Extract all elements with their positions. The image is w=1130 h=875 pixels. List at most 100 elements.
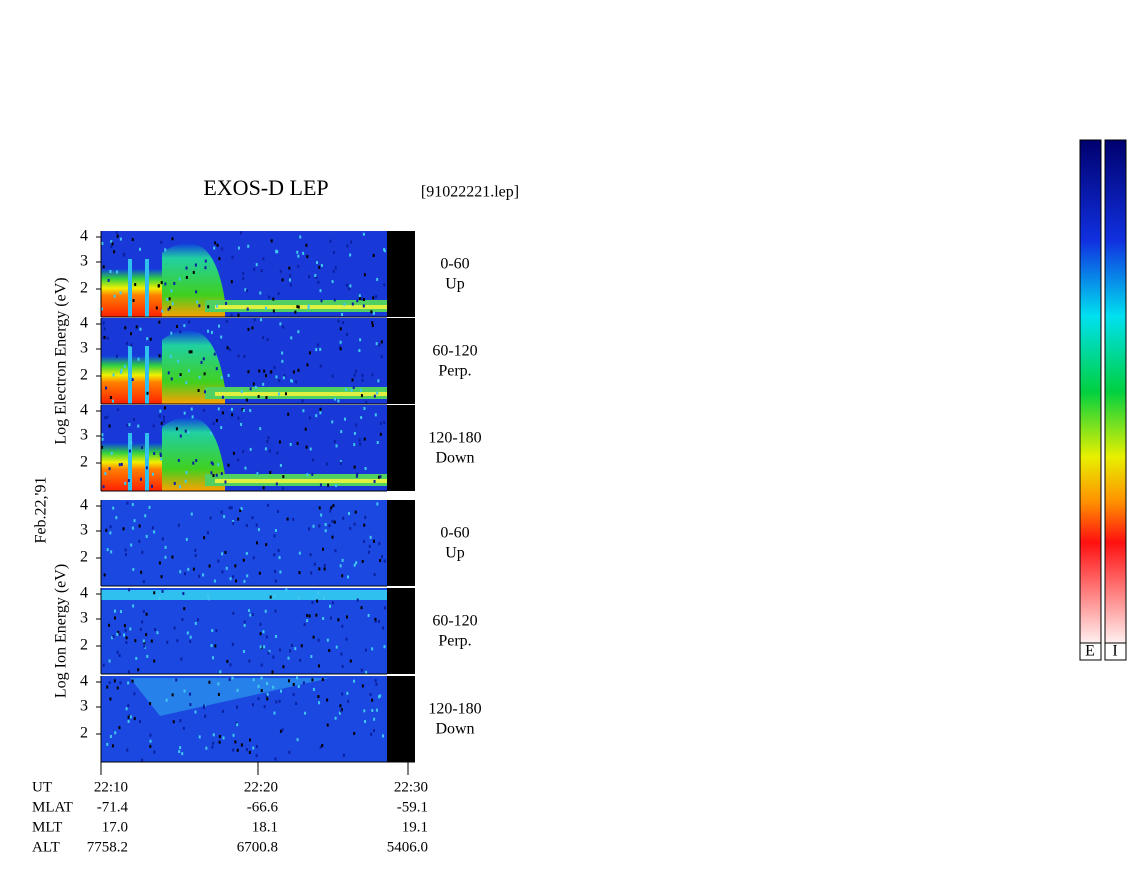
noise [278, 440, 281, 444]
noise [230, 313, 233, 317]
noise [316, 261, 319, 265]
noise [351, 378, 354, 382]
noise [167, 307, 170, 311]
noise [118, 463, 121, 467]
noise [335, 645, 338, 649]
noise [212, 741, 215, 745]
noise [243, 623, 246, 627]
noise [218, 324, 221, 328]
noise [356, 299, 359, 303]
noise [106, 415, 109, 419]
noise [194, 548, 197, 552]
noise [378, 695, 381, 699]
noise [332, 504, 335, 508]
noise [170, 289, 173, 293]
noise [329, 239, 332, 243]
noise [242, 450, 245, 454]
noise [279, 729, 282, 733]
noise [323, 567, 326, 571]
noise [278, 648, 281, 652]
noise [111, 242, 114, 246]
noise [178, 750, 181, 754]
noise [153, 591, 156, 595]
noise [343, 302, 346, 306]
noise [297, 254, 300, 258]
noise [241, 408, 244, 412]
noise [169, 306, 172, 310]
noise [243, 620, 246, 624]
noise [177, 523, 180, 527]
noise [187, 431, 190, 435]
noise [319, 289, 322, 293]
noise [328, 524, 331, 528]
noise [211, 745, 214, 749]
colorbar-label: E [1085, 643, 1095, 660]
noise [194, 710, 197, 714]
noise [204, 266, 207, 270]
noise [166, 298, 169, 302]
noise [248, 738, 251, 742]
noise [334, 716, 337, 720]
noise [126, 423, 129, 427]
noise [306, 363, 309, 367]
noise [124, 628, 127, 632]
noise [101, 433, 104, 437]
noise [353, 563, 356, 567]
noise [371, 708, 374, 712]
noise [371, 324, 374, 328]
noise [363, 437, 366, 441]
noise [217, 559, 220, 563]
green-region [162, 243, 225, 317]
noise [262, 336, 265, 340]
y-tick-label: 2 [80, 280, 88, 297]
noise [189, 635, 192, 639]
noise [235, 579, 238, 583]
noise [341, 624, 344, 628]
noise [378, 475, 381, 479]
noise [232, 521, 235, 525]
noise [268, 295, 271, 299]
noise [375, 294, 378, 298]
noise [362, 298, 365, 302]
noise [265, 635, 268, 639]
noise [137, 668, 140, 672]
noise [274, 634, 277, 638]
noise [130, 441, 133, 445]
data-gap [387, 588, 415, 674]
noise [358, 349, 361, 353]
noise [318, 524, 321, 528]
noise [244, 288, 247, 292]
noise [272, 655, 275, 659]
noise [139, 327, 142, 331]
noise [227, 373, 230, 377]
noise [360, 606, 363, 610]
noise [272, 297, 275, 301]
noise [181, 752, 184, 756]
noise [211, 656, 214, 660]
noise [268, 449, 271, 453]
noise [264, 374, 267, 378]
noise [309, 351, 312, 355]
noise [189, 692, 192, 696]
noise [149, 739, 152, 743]
noise [217, 407, 220, 411]
noise [139, 720, 142, 724]
noise [209, 516, 212, 520]
noise [326, 698, 329, 702]
noise [175, 678, 178, 682]
noise [311, 600, 314, 604]
noise [119, 237, 122, 241]
noise [260, 663, 263, 667]
noise [297, 264, 300, 268]
noise [292, 682, 295, 686]
noise [353, 373, 356, 377]
noise [185, 275, 188, 279]
noise [146, 391, 149, 395]
noise [302, 409, 305, 413]
noise [304, 427, 307, 431]
noise [329, 604, 332, 608]
noise [319, 347, 322, 351]
noise [288, 266, 291, 270]
noise [315, 348, 318, 352]
noise [228, 348, 231, 352]
